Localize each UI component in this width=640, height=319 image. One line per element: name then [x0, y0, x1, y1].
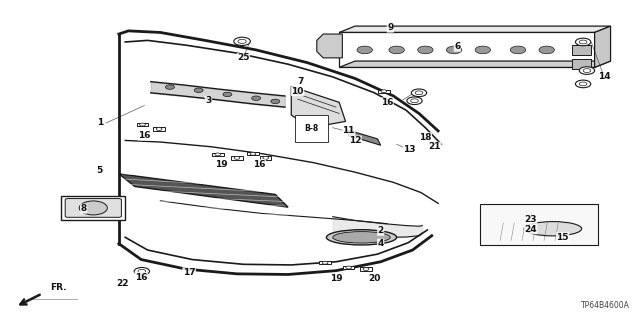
Circle shape	[579, 40, 587, 44]
Circle shape	[411, 99, 419, 103]
Text: 16: 16	[253, 160, 266, 169]
Text: 8: 8	[81, 204, 87, 213]
Text: B-8: B-8	[305, 124, 319, 133]
Text: 1: 1	[97, 118, 103, 128]
FancyBboxPatch shape	[154, 127, 165, 130]
Circle shape	[579, 67, 595, 74]
Circle shape	[166, 85, 174, 89]
Text: 13: 13	[403, 145, 415, 154]
FancyBboxPatch shape	[343, 266, 355, 269]
Polygon shape	[339, 33, 595, 67]
Circle shape	[252, 96, 260, 100]
FancyBboxPatch shape	[231, 156, 243, 160]
Circle shape	[475, 46, 490, 54]
Circle shape	[215, 153, 221, 156]
Text: 18: 18	[419, 133, 431, 142]
Text: 4: 4	[378, 239, 384, 248]
Text: 11: 11	[342, 126, 355, 135]
FancyBboxPatch shape	[65, 198, 122, 217]
Circle shape	[447, 46, 462, 54]
Text: 21: 21	[429, 142, 441, 151]
Text: 6: 6	[454, 42, 460, 51]
Circle shape	[156, 128, 162, 130]
Circle shape	[223, 92, 232, 97]
Circle shape	[389, 46, 404, 54]
FancyBboxPatch shape	[572, 45, 591, 55]
FancyBboxPatch shape	[360, 268, 372, 271]
Circle shape	[140, 123, 145, 126]
Text: 3: 3	[205, 96, 211, 105]
Circle shape	[539, 46, 554, 54]
Circle shape	[407, 97, 422, 105]
Circle shape	[412, 89, 427, 97]
Circle shape	[575, 80, 591, 88]
Text: 12: 12	[349, 136, 362, 145]
Text: 2: 2	[378, 226, 384, 235]
Polygon shape	[291, 86, 346, 128]
Circle shape	[234, 37, 250, 46]
Polygon shape	[339, 61, 611, 67]
Text: 19: 19	[214, 160, 227, 169]
Text: FR.: FR.	[50, 283, 67, 292]
Circle shape	[271, 99, 280, 104]
FancyBboxPatch shape	[137, 123, 148, 126]
Circle shape	[418, 46, 433, 54]
FancyBboxPatch shape	[260, 156, 271, 160]
Text: 16: 16	[135, 272, 147, 281]
Circle shape	[381, 90, 387, 93]
Circle shape	[250, 152, 256, 155]
Polygon shape	[339, 26, 611, 33]
Text: 14: 14	[598, 72, 611, 81]
Text: 16: 16	[138, 131, 150, 140]
FancyBboxPatch shape	[378, 90, 390, 93]
Text: 16: 16	[381, 98, 394, 107]
FancyBboxPatch shape	[212, 153, 223, 156]
Text: 15: 15	[556, 233, 569, 242]
Circle shape	[79, 201, 108, 215]
Ellipse shape	[333, 232, 390, 243]
Circle shape	[134, 268, 150, 275]
Circle shape	[415, 91, 423, 95]
Text: 17: 17	[183, 268, 195, 277]
Text: TP64B4600A: TP64B4600A	[581, 301, 630, 310]
Text: 5: 5	[97, 166, 103, 175]
Circle shape	[322, 261, 328, 264]
Circle shape	[234, 157, 240, 160]
Text: 23: 23	[525, 215, 537, 224]
Circle shape	[357, 46, 372, 54]
FancyBboxPatch shape	[319, 261, 331, 264]
Text: 9: 9	[387, 23, 394, 32]
Text: 19: 19	[330, 274, 342, 283]
Circle shape	[583, 69, 591, 72]
Polygon shape	[119, 174, 288, 207]
Text: 10: 10	[291, 87, 304, 96]
Circle shape	[194, 88, 203, 93]
Text: 7: 7	[298, 77, 304, 86]
Text: 22: 22	[116, 279, 128, 288]
FancyBboxPatch shape	[247, 152, 259, 155]
FancyBboxPatch shape	[572, 59, 591, 69]
Circle shape	[263, 157, 269, 160]
Polygon shape	[317, 34, 342, 58]
Text: 25: 25	[237, 53, 250, 62]
Polygon shape	[595, 26, 611, 67]
Circle shape	[363, 268, 369, 271]
Circle shape	[510, 46, 525, 54]
Text: 20: 20	[368, 274, 380, 283]
Text: 24: 24	[524, 225, 537, 234]
Ellipse shape	[524, 222, 582, 236]
FancyBboxPatch shape	[61, 196, 125, 220]
Circle shape	[138, 269, 146, 273]
Ellipse shape	[326, 230, 397, 245]
Circle shape	[579, 82, 587, 86]
Circle shape	[575, 38, 591, 46]
Circle shape	[238, 39, 246, 43]
FancyBboxPatch shape	[479, 204, 598, 245]
Polygon shape	[346, 129, 381, 145]
Circle shape	[346, 266, 351, 269]
